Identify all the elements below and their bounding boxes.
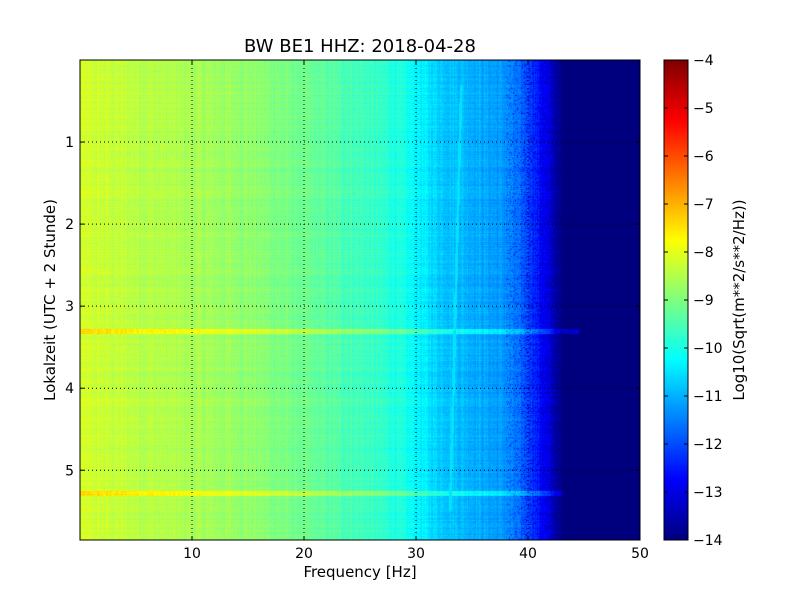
chart-title: BW BE1 HHZ: 2018-04-28 xyxy=(244,36,476,57)
colorbar-tick-label: −5 xyxy=(693,101,714,117)
x-tick-label: 30 xyxy=(407,546,425,562)
colorbar-tick-label: −14 xyxy=(693,533,723,549)
plot-frame xyxy=(79,59,641,541)
y-axis: 1 2 3 4 5 xyxy=(65,135,640,479)
colorbar-tick-label: −4 xyxy=(693,53,714,69)
colorbar-ticks: −4 −5 −6 −7 −8 −9 −10 −11 −12 −13 −14 xyxy=(664,53,723,549)
colorbar-tick-label: −7 xyxy=(693,197,714,213)
colorbar-tick-label: −6 xyxy=(693,149,714,165)
x-tick-label: 10 xyxy=(183,546,201,562)
y-tick-label: 1 xyxy=(65,135,74,151)
colorbar: −4 −5 −6 −7 −8 −9 −10 −11 −12 −13 −14 xyxy=(663,53,723,549)
y-tick-label: 2 xyxy=(65,217,74,233)
y-tick-label: 4 xyxy=(65,381,74,397)
plot-area: 10 20 30 40 50 1 2 3 4 5 xyxy=(65,59,649,562)
colorbar-tick-label: −10 xyxy=(693,341,723,357)
y-tick-label: 3 xyxy=(65,299,74,315)
x-axis: 10 20 30 40 50 xyxy=(183,60,649,562)
colorbar-tick-label: −11 xyxy=(693,389,723,405)
spectrogram-heatmap xyxy=(80,60,640,540)
y-axis-label: Lokalzeit (UTC + 2 Stunde) xyxy=(41,199,59,401)
colorbar-tick-label: −12 xyxy=(693,437,723,453)
colorbar-label: Log10(Sqrt(m**2/s**2/Hz)) xyxy=(730,199,748,400)
colorbar-tick-label: −8 xyxy=(693,245,714,261)
x-tick-label: 40 xyxy=(519,546,537,562)
x-tick-label: 20 xyxy=(295,546,313,562)
y-tick-label: 5 xyxy=(65,463,74,479)
x-axis-label: Frequency [Hz] xyxy=(303,563,416,581)
x-tick-label: 50 xyxy=(631,546,649,562)
colorbar-tick-label: −13 xyxy=(693,485,723,501)
grid-lines xyxy=(80,60,640,540)
colorbar-tick-label: −9 xyxy=(693,293,714,309)
